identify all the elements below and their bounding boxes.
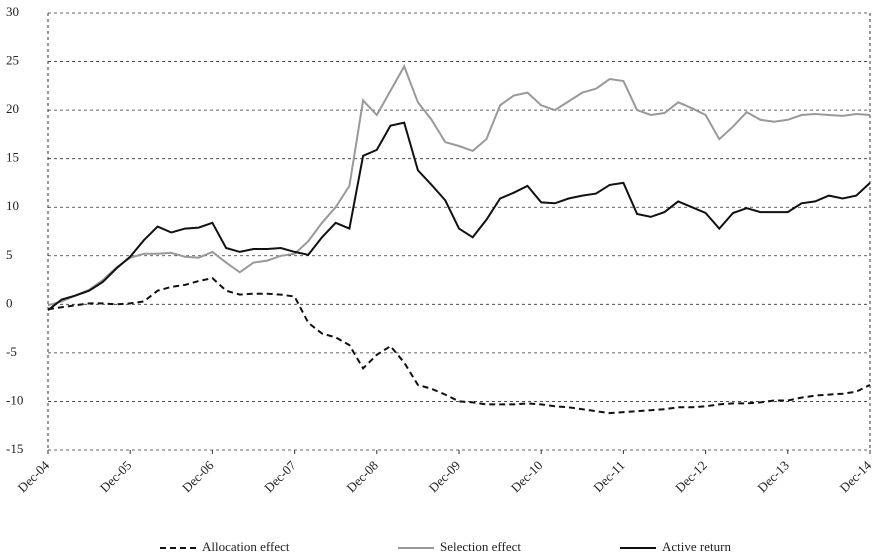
legend-label: Allocation effect: [202, 539, 290, 554]
y-tick-label: 25: [6, 53, 19, 68]
legend-label: Selection effect: [440, 539, 521, 554]
x-tick-label: Dec-11: [590, 458, 627, 495]
y-tick-label: 10: [6, 198, 19, 213]
y-tick-label: 5: [6, 247, 13, 262]
x-tick-label: Dec-09: [426, 458, 464, 496]
y-tick-label: -5: [6, 344, 17, 359]
x-tick-label: Dec-10: [508, 458, 546, 496]
y-tick-label: 20: [6, 101, 19, 116]
x-tick-label: Dec-04: [15, 457, 53, 495]
x-tick-label: Dec-13: [754, 458, 792, 496]
legend-item: Allocation effect: [160, 539, 290, 554]
legend-label: Active return: [662, 539, 731, 554]
x-tick-label: Dec-08: [343, 458, 381, 496]
y-tick-label: 30: [6, 4, 19, 19]
y-tick-label: 0: [6, 295, 13, 310]
x-tick-label: Dec-06: [179, 457, 217, 495]
series-line: [47, 277, 871, 415]
x-tick-label: Dec-12: [672, 458, 710, 496]
x-tick-label: Dec-05: [97, 458, 135, 496]
x-tick-label: Dec-14: [837, 457, 874, 495]
y-tick-label: -10: [6, 392, 23, 407]
series-line: [47, 121, 871, 311]
legend-item: Selection effect: [398, 539, 521, 554]
y-tick-label: 15: [6, 150, 19, 165]
y-tick-label: -15: [6, 441, 23, 456]
series-line: [47, 64, 871, 307]
legend-item: Active return: [620, 539, 731, 554]
x-tick-label: Dec-07: [261, 457, 299, 495]
